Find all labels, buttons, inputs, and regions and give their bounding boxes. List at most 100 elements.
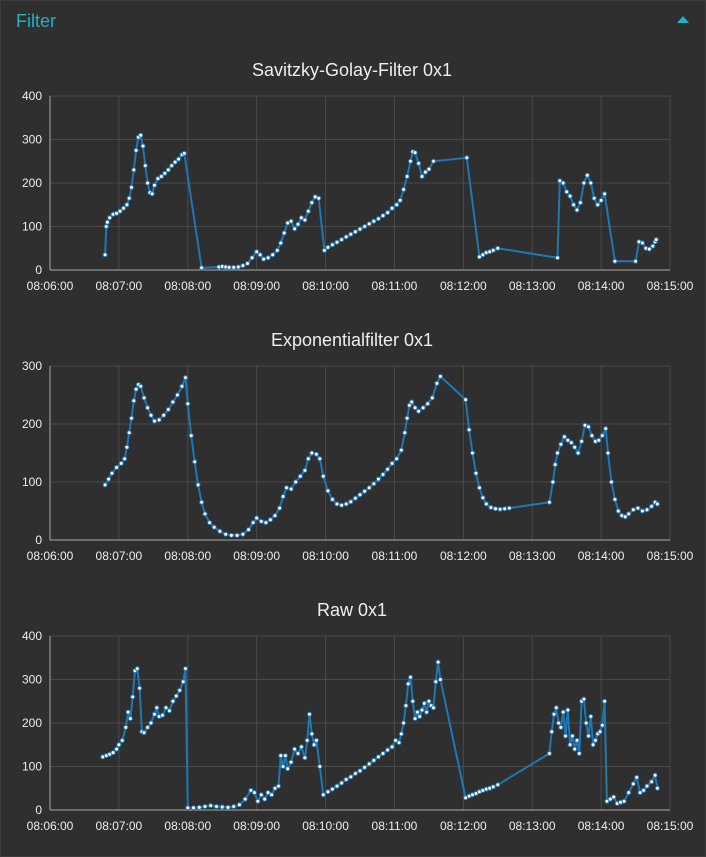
data-point [603, 426, 609, 432]
data-point [309, 731, 315, 737]
data-point [282, 753, 288, 759]
data-point [302, 755, 308, 761]
data-point [366, 761, 372, 767]
data-point [495, 245, 501, 251]
data-point [160, 712, 165, 718]
data-point [127, 716, 133, 722]
data-point [242, 796, 248, 802]
data-point [348, 774, 354, 780]
data-point [434, 380, 440, 386]
data-point [156, 417, 162, 423]
data-point [343, 777, 349, 782]
data-point [431, 158, 436, 164]
data-point [255, 798, 261, 804]
x-tick-label: 08:15:00 [647, 549, 694, 563]
data-point [621, 798, 627, 804]
data-point [245, 261, 250, 266]
data-point [133, 147, 139, 153]
y-tick-label: 0 [35, 263, 42, 277]
data-point [254, 515, 260, 521]
data-point [339, 502, 345, 508]
data-point [228, 532, 234, 538]
data-point [292, 226, 298, 232]
data-point [162, 170, 168, 176]
x-tick-label: 08:09:00 [233, 279, 280, 293]
data-point [309, 200, 315, 206]
data-point [352, 495, 358, 501]
data-point [122, 456, 128, 462]
data-point [412, 716, 418, 722]
data-point [389, 744, 395, 750]
data-point [195, 482, 201, 488]
y-tick-label: 400 [22, 89, 42, 103]
data-point [596, 437, 602, 443]
data-point [106, 476, 112, 482]
data-point [304, 737, 310, 743]
data-point [234, 532, 240, 538]
data-point [357, 226, 363, 232]
x-tick-label: 08:10:00 [302, 549, 349, 563]
data-point [258, 518, 264, 524]
data-point [394, 202, 400, 208]
data-point [416, 408, 422, 414]
data-point [576, 751, 582, 756]
data-point [584, 172, 590, 178]
data-point [416, 160, 422, 166]
data-point [302, 217, 308, 223]
data-point [284, 485, 289, 491]
data-point [231, 804, 237, 809]
data-point [622, 514, 628, 520]
x-tick-label: 08:07:00 [96, 819, 143, 833]
data-point [426, 698, 432, 704]
data-point [385, 466, 391, 472]
data-point [202, 511, 208, 517]
data-point [116, 742, 122, 748]
data-point [137, 685, 143, 691]
data-point [421, 700, 427, 706]
data-point [639, 240, 645, 246]
data-point [497, 506, 503, 512]
data-point [263, 520, 269, 526]
data-point [188, 433, 194, 439]
data-point [653, 237, 659, 243]
data-point [298, 215, 304, 221]
x-tick-label: 08:14:00 [578, 279, 625, 293]
chart-title-exponential: Exponentialfilter 0x1 [270, 330, 434, 350]
data-point [325, 244, 331, 250]
panel-header[interactable]: Filter [1, 1, 705, 41]
chevron-up-icon[interactable] [677, 16, 689, 23]
data-point [414, 709, 420, 715]
data-point [317, 764, 323, 769]
data-point [398, 731, 404, 737]
data-point [581, 696, 587, 702]
data-point [140, 143, 146, 149]
data-point [483, 501, 489, 507]
data-point [129, 184, 134, 190]
data-point [424, 709, 430, 715]
data-point [321, 247, 327, 253]
data-point [641, 787, 647, 793]
data-point [207, 520, 213, 526]
data-point [114, 465, 120, 470]
data-point [117, 208, 123, 214]
data-point [560, 180, 566, 186]
data-point [138, 383, 144, 389]
data-point [145, 180, 151, 186]
data-point [226, 264, 232, 270]
data-point [199, 499, 205, 505]
data-point [348, 231, 354, 237]
x-tick-label: 08:12:00 [440, 819, 487, 833]
data-point [552, 462, 558, 468]
data-point [586, 733, 591, 739]
data-point [158, 174, 164, 179]
data-point [362, 488, 368, 494]
data-point [567, 742, 573, 748]
data-point [495, 782, 501, 788]
data-point [352, 771, 358, 776]
data-point [298, 744, 304, 750]
data-point [297, 473, 303, 479]
data-point [114, 746, 120, 752]
data-point [488, 505, 494, 510]
data-point [558, 441, 564, 447]
data-point [240, 263, 246, 269]
